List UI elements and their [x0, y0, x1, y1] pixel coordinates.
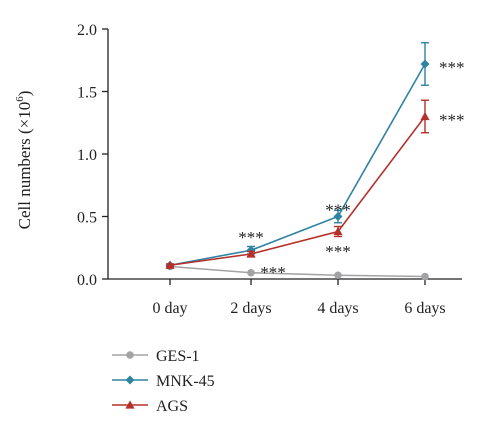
x-tick-label: 4 days: [317, 300, 358, 317]
legend-marker: [125, 375, 135, 385]
y-axis-label-superscript: 6: [14, 96, 26, 102]
significance-marker: ***: [439, 58, 465, 77]
data-point: [334, 271, 342, 280]
y-tick-label: 1.5: [77, 85, 97, 102]
significance-annotations: *** *** *** *** *** ***: [238, 58, 464, 282]
y-axis-label-close: ): [15, 91, 34, 97]
series-ags: [165, 99, 430, 269]
series-line: [169, 265, 426, 278]
y-axis-label-main: Cell numbers (×10: [15, 102, 34, 230]
significance-marker: ***: [439, 111, 465, 130]
data-point: [421, 272, 429, 281]
x-tick-label: 0 day: [152, 300, 187, 317]
data-point: [333, 226, 343, 236]
significance-marker: ***: [260, 263, 286, 282]
significance-marker: ***: [238, 228, 264, 247]
data-point: [246, 249, 256, 258]
legend-item-mnk-45: MNK-45: [112, 373, 215, 390]
legend: GES-1 MNK-45 AGS: [112, 348, 215, 415]
y-tick-label: 1.0: [77, 147, 97, 164]
legend-marker: [126, 351, 134, 359]
significance-marker: ***: [325, 242, 351, 261]
y-tick-label: 0.5: [77, 210, 97, 227]
series-line: [169, 116, 426, 267]
series-mnk-45: [165, 42, 430, 270]
series-line: [169, 63, 426, 267]
y-axis-label: Cell numbers (×106): [14, 91, 34, 230]
legend-label: MNK-45: [156, 373, 215, 390]
series-layer: [165, 42, 430, 281]
data-point: [420, 111, 430, 121]
series-ges-1: [166, 262, 429, 281]
legend-marker: [125, 400, 135, 409]
legend-label: GES-1: [156, 348, 200, 365]
x-tick-label: 2 days: [230, 300, 271, 317]
axes: 0.0 0.5 1.0 1.5 2.0 0 day 2 days 4 days 6 days: [77, 22, 462, 317]
data-point: [165, 260, 175, 269]
legend-label: AGS: [156, 398, 188, 415]
legend-item-ges-1: GES-1: [112, 348, 200, 365]
y-tick-label: 2.0: [77, 22, 97, 39]
data-point: [420, 59, 430, 69]
significance-marker: ***: [325, 201, 351, 220]
data-point: [333, 212, 343, 221]
y-axis-label-group: Cell numbers (×106): [14, 91, 34, 230]
y-tick-label: 0.0: [77, 272, 97, 289]
legend-item-ags: AGS: [112, 398, 188, 415]
data-point: [247, 268, 255, 277]
x-tick-label: 6 days: [404, 300, 445, 317]
